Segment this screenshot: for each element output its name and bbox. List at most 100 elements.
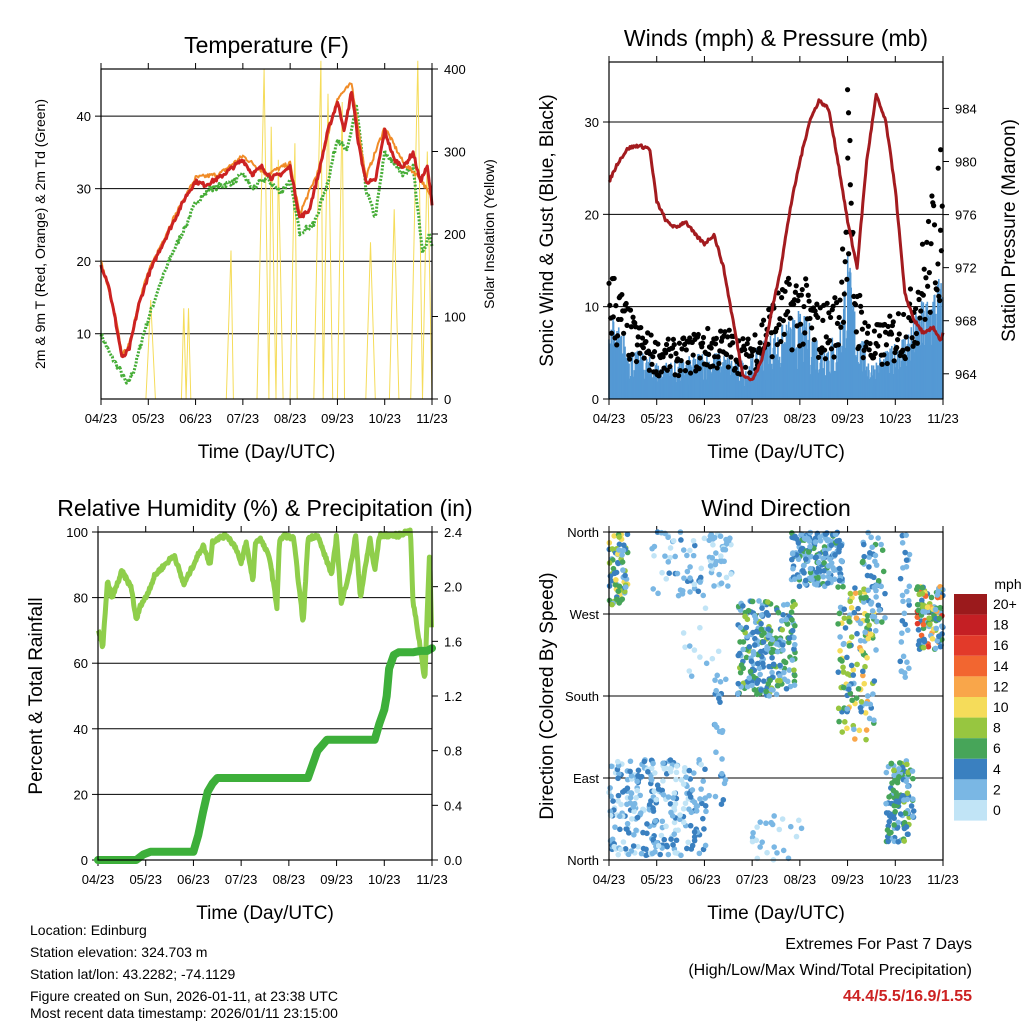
- legend-label: 18: [993, 617, 1009, 633]
- direction-point: [665, 794, 672, 800]
- gust-point: [931, 222, 938, 228]
- direction-point: [927, 621, 933, 628]
- direction-point: [630, 804, 637, 810]
- direction-point: [746, 675, 753, 681]
- direction-point: [735, 680, 742, 687]
- direction-point: [616, 771, 622, 777]
- direction-point: [637, 792, 643, 799]
- direction-point: [658, 832, 665, 839]
- direction-point: [914, 620, 921, 627]
- direction-point: [703, 808, 709, 815]
- direction-point: [667, 757, 674, 763]
- direction-point: [773, 691, 780, 698]
- direction-point: [771, 813, 777, 819]
- gust-point: [751, 347, 757, 353]
- gust-point: [832, 295, 838, 301]
- plot-border: [100, 68, 433, 400]
- direction-point: [682, 800, 689, 807]
- direction-point: [728, 571, 734, 577]
- y-tick-label: 0: [81, 853, 88, 868]
- gust-point: [742, 364, 749, 370]
- y-tick-label-right: 100: [444, 310, 466, 325]
- gust-point: [921, 266, 927, 272]
- y-tick-label-right: 0.8: [444, 744, 462, 759]
- direction-point: [854, 661, 860, 668]
- gust-point: [853, 329, 859, 335]
- direction-point: [898, 639, 905, 645]
- direction-point: [687, 589, 693, 595]
- direction-point: [873, 582, 880, 589]
- plot-border: [608, 531, 944, 861]
- gust-point: [935, 261, 941, 267]
- direction-point: [824, 530, 830, 536]
- gust-point: [781, 331, 787, 337]
- direction-point: [659, 569, 665, 576]
- direction-point: [789, 604, 796, 610]
- direction-point: [784, 621, 791, 627]
- direction-point: [686, 643, 693, 649]
- direction-point: [756, 598, 762, 604]
- x-tick-label: 07/23: [736, 411, 769, 426]
- direction-point: [851, 609, 858, 616]
- direction-point: [616, 547, 622, 553]
- direction-point: [783, 685, 790, 692]
- direction-point: [895, 819, 901, 826]
- direction-point: [812, 539, 819, 545]
- direction-point: [645, 769, 651, 775]
- direction-point: [860, 599, 867, 605]
- direction-point: [768, 686, 775, 693]
- direction-point: [717, 533, 724, 540]
- direction-point: [681, 768, 688, 775]
- direction-point: [737, 624, 744, 631]
- gust-point: [754, 358, 760, 364]
- direction-point: [702, 795, 709, 801]
- direction-point: [719, 729, 725, 736]
- x-tick-label: 05/23: [132, 411, 165, 426]
- direction-point: [744, 683, 751, 690]
- direction-point: [743, 654, 750, 661]
- direction-point: [651, 553, 657, 559]
- direction-point: [690, 552, 697, 559]
- direction-point: [725, 583, 731, 589]
- gust-point: [635, 334, 641, 340]
- direction-point: [787, 823, 794, 830]
- direction-point: [789, 617, 795, 623]
- gust-point: [665, 336, 671, 342]
- y-tick-label: 20: [77, 254, 91, 269]
- direction-point: [835, 584, 841, 590]
- direction-point: [779, 816, 786, 822]
- direction-point: [837, 634, 843, 640]
- direction-point: [835, 705, 842, 712]
- series-2m-td: [99, 102, 434, 385]
- direction-point: [702, 766, 708, 773]
- y-tick-label-right: 0.0: [444, 853, 462, 868]
- direction-point: [614, 758, 621, 765]
- gust-point: [685, 359, 691, 366]
- direction-point: [838, 542, 845, 549]
- gust-point: [870, 355, 877, 361]
- direction-point: [781, 669, 787, 676]
- direction-point: [712, 561, 719, 568]
- direction-point: [862, 710, 869, 716]
- direction-point: [682, 644, 688, 650]
- direction-point: [786, 667, 793, 673]
- direction-point: [841, 615, 848, 621]
- direction-point: [638, 850, 645, 857]
- direction-point: [665, 534, 671, 541]
- gust-point: [627, 307, 634, 313]
- y-tick-label-right: 0: [444, 392, 451, 407]
- direction-point: [903, 824, 910, 830]
- gust-point: [858, 309, 865, 315]
- direction-point: [665, 559, 672, 565]
- direction-point: [904, 659, 910, 666]
- x-tick-label: 04/23: [82, 872, 115, 887]
- plot-border: [608, 61, 944, 400]
- direction-point: [713, 550, 719, 556]
- direction-point: [842, 625, 849, 631]
- direction-point: [758, 612, 765, 618]
- direction-point: [640, 845, 647, 852]
- direction-point: [855, 686, 862, 692]
- direction-point: [774, 648, 781, 655]
- station-latlon: Station lat/lon: 43.2282; -74.1129: [30, 966, 236, 982]
- y-axis-label: Sonic Wind & Gust (Blue, Black): [537, 94, 558, 366]
